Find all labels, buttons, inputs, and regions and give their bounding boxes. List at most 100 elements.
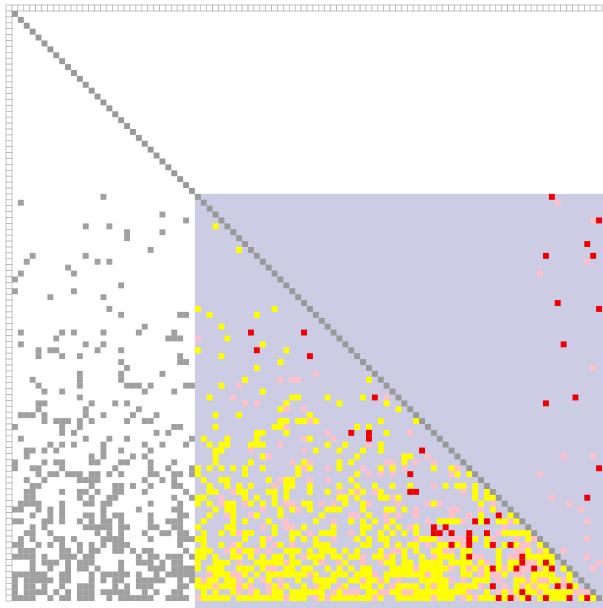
outside-entry-cell [124,589,130,596]
yellow-entry-cell [242,547,248,554]
outside-entry-cell [94,524,101,531]
pink-entry-cell [513,547,520,554]
diagonal-cell [177,176,184,183]
pink-entry-cell [519,565,526,572]
outside-entry-cell [118,512,125,519]
yellow-entry-cell [531,571,538,578]
outside-entry-cell [147,577,154,584]
pink-entry-cell [354,589,361,596]
row-header-cell [5,447,13,454]
outside-entry-cell [100,294,107,301]
outside-entry-cell [76,477,83,483]
yellow-entry-cell [259,341,266,348]
red-entry-cell [507,595,514,601]
pink-entry-cell [460,577,467,584]
outside-entry-cell [153,412,160,419]
yellow-entry-cell [430,577,437,584]
outside-entry-cell [88,500,95,507]
outside-entry-cell [183,571,189,578]
yellow-entry-cell [531,553,538,560]
outside-entry-cell [177,583,184,590]
yellow-entry-cell [236,488,243,495]
diagonal-cell [472,471,479,478]
yellow-entry-cell [442,518,449,525]
pink-entry-cell [507,589,514,596]
yellow-entry-cell [478,500,484,507]
outside-entry-cell [153,577,160,584]
yellow-entry-cell [259,595,266,601]
yellow-entry-cell [442,589,449,596]
pink-entry-cell [395,512,402,519]
yellow-entry-cell [312,553,319,560]
outside-entry-cell [41,447,48,454]
column-header-cell [300,4,308,12]
column-header-cell [94,4,101,12]
pink-entry-cell [371,595,378,601]
yellow-entry-cell [301,459,307,466]
outside-entry-cell [183,530,189,537]
pink-entry-cell [495,571,502,578]
outside-entry-cell [94,459,101,466]
column-header-cell [365,4,373,12]
pink-entry-cell [348,530,355,537]
row-header-cell [5,518,13,525]
outside-entry-cell [141,547,148,554]
column-header-cell [135,4,143,12]
outside-entry-cell [189,494,195,501]
pink-entry-cell [283,500,290,507]
yellow-entry-cell [336,595,343,601]
outside-entry-cell [118,530,125,537]
red-entry-cell [590,252,597,259]
column-header-cell [247,4,255,12]
yellow-entry-cell [383,400,390,407]
yellow-entry-cell [259,453,266,460]
pink-entry-cell [472,553,479,560]
diagonal-cell [41,40,48,47]
row-header-cell [5,547,13,555]
yellow-entry-cell [277,553,284,560]
yellow-entry-cell [489,494,496,501]
yellow-entry-cell [413,542,420,548]
yellow-entry-cell [224,335,231,342]
red-entry-cell [548,193,555,200]
yellow-entry-cell [537,595,543,601]
pink-entry-cell [430,553,437,560]
diagonal-cell [484,483,490,489]
yellow-entry-cell [590,595,597,601]
outside-entry-cell [41,459,48,466]
yellow-entry-cell [389,518,396,525]
yellow-entry-cell [442,583,449,590]
row-header-cell [5,529,13,537]
diagonal-cell [165,164,172,171]
yellow-entry-cell [495,553,502,560]
yellow-entry-cell [377,595,384,601]
yellow-entry-cell [395,524,402,531]
yellow-entry-cell [460,547,467,554]
yellow-entry-cell [348,477,355,483]
pink-entry-cell [289,376,296,383]
yellow-entry-cell [401,559,408,566]
yellow-entry-cell [283,488,290,495]
pink-entry-cell [389,459,396,466]
outside-entry-cell [17,595,24,601]
outside-entry-cell [59,577,66,584]
column-header-cell [377,4,384,12]
outside-entry-cell [118,459,125,466]
outside-entry-cell [118,311,125,318]
yellow-entry-cell [501,589,508,596]
yellow-entry-cell [307,435,313,442]
yellow-entry-cell [531,577,538,584]
yellow-entry-cell [283,400,290,407]
outside-entry-cell [29,559,36,566]
yellow-entry-cell [259,565,266,572]
red-entry-cell [566,583,573,590]
diagonal-cell [236,235,243,242]
yellow-entry-cell [295,465,302,472]
column-header-cell [401,4,408,12]
yellow-entry-cell [419,589,425,596]
pink-entry-cell [371,488,378,495]
outside-entry-cell [94,488,101,495]
yellow-entry-cell [336,465,343,472]
outside-entry-cell [153,429,160,436]
pink-entry-cell [312,583,319,590]
